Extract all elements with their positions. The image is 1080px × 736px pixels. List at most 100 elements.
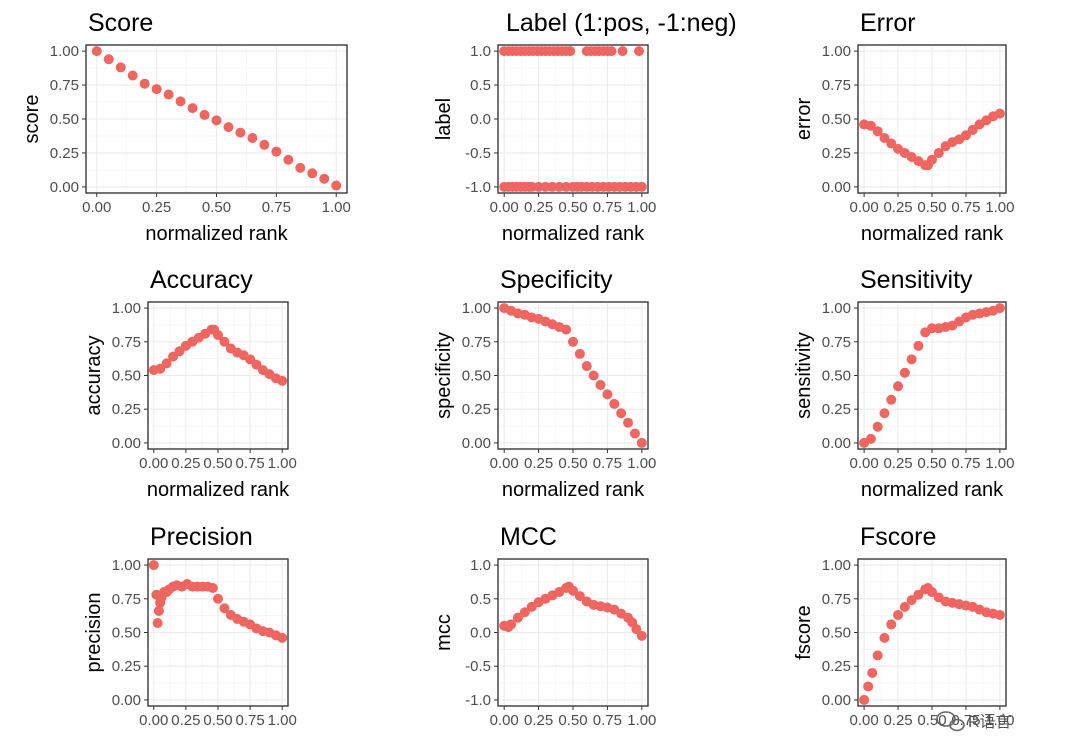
data-point: [295, 162, 306, 173]
panel-title: Error: [860, 9, 916, 37]
x-tick-label: 1.00: [322, 199, 351, 216]
y-tick-label: 0.00: [112, 692, 141, 709]
data-point: [879, 408, 890, 419]
y-axis-title: specificity: [433, 332, 455, 419]
y-tick-label: -1.0: [465, 692, 491, 709]
y-tick-label: 1.0: [470, 557, 491, 574]
y-tick-label: 1.00: [50, 43, 79, 60]
data-point: [636, 630, 647, 641]
data-point: [187, 103, 198, 114]
data-point: [223, 122, 234, 133]
x-axis-title: normalized rank: [145, 223, 288, 245]
x-tick-label: 0.50: [203, 712, 232, 729]
panel-title: Accuracy: [150, 266, 253, 294]
data-point: [211, 115, 222, 126]
y-tick-label: 0.00: [50, 179, 79, 196]
data-point: [994, 108, 1005, 119]
x-tick-label: 1.00: [985, 455, 1014, 472]
data-point: [153, 605, 164, 616]
panel-title: Precision: [150, 523, 253, 551]
y-tick-label: 0.75: [50, 77, 79, 94]
x-tick-label: 0.25: [883, 455, 912, 472]
x-tick-label: 0.25: [883, 712, 912, 729]
x-tick-label: 0.00: [850, 455, 879, 472]
data-point: [219, 336, 230, 347]
data-point: [152, 618, 163, 629]
data-point: [283, 154, 294, 165]
data-point: [213, 330, 223, 341]
y-tick-label: 0.00: [822, 435, 851, 452]
data-point: [865, 433, 876, 444]
y-tick-label: 0.25: [822, 145, 851, 162]
data-point: [872, 126, 883, 137]
data-point: [913, 340, 924, 351]
x-tick-label: 0.00: [850, 712, 879, 729]
data-point: [526, 181, 537, 192]
y-tick-label: 0.75: [462, 334, 491, 351]
x-tick-label: 0.50: [917, 199, 946, 216]
data-point: [506, 619, 517, 630]
y-tick-label: 1.00: [822, 557, 851, 574]
y-tick-label: -1.0: [465, 179, 491, 196]
data-point: [91, 46, 102, 57]
data-point: [574, 348, 585, 359]
watermark: R语言: [936, 711, 1012, 732]
y-tick-label: 0.50: [112, 368, 141, 385]
data-point: [960, 130, 971, 141]
data-point: [127, 70, 138, 81]
y-tick-label: -0.5: [465, 658, 491, 675]
data-point: [235, 127, 246, 138]
y-tick-label: 0.00: [822, 692, 851, 709]
x-tick-label: 1.00: [627, 712, 656, 729]
y-axis-title: fscore: [793, 605, 815, 659]
x-tick-label: 0.00: [490, 712, 519, 729]
panel-title: MCC: [500, 523, 557, 551]
data-point: [547, 181, 558, 192]
data-point: [247, 133, 258, 144]
y-axis-title: label: [433, 98, 455, 140]
data-point: [893, 381, 904, 392]
y-tick-label: 1.00: [822, 300, 851, 317]
y-tick-label: 0.75: [112, 591, 141, 608]
data-point: [148, 560, 159, 571]
x-tick-label: 0.50: [203, 455, 232, 472]
x-tick-label: 0.00: [490, 455, 519, 472]
chart-panel-7: 0.00 0.25 0.50 0.75 1.000.000.250.500.751.00…: [83, 523, 297, 729]
y-tick-label: 0.75: [822, 591, 851, 608]
x-tick-label: 1.00: [985, 199, 1014, 216]
data-point: [616, 408, 627, 419]
data-point: [277, 632, 288, 643]
data-point: [631, 624, 642, 635]
x-tick-label: 0.75: [951, 455, 980, 472]
data-point: [609, 398, 620, 409]
data-point: [994, 609, 1005, 620]
x-tick-label: 0.75: [593, 712, 622, 729]
y-tick-label: 1.00: [462, 300, 491, 317]
x-tick-label: 0.75: [951, 712, 980, 729]
panel-title: Sensitivity: [860, 266, 973, 294]
y-tick-label: 0.50: [462, 368, 491, 385]
chart-panel-6: 0.00 0.25 0.50 0.75 1.000.000.250.500.751.00…: [793, 266, 1014, 501]
x-tick-label: 0.75: [951, 199, 980, 216]
data-point: [933, 147, 944, 158]
data-point: [899, 367, 910, 378]
y-tick-label: 0.75: [822, 77, 851, 94]
x-tick-label: 0.00: [490, 199, 519, 216]
x-tick-label: 1.00: [268, 712, 297, 729]
y-tick-label: 0.25: [822, 401, 851, 418]
data-point: [115, 62, 126, 73]
y-tick-label: 0.00: [462, 435, 491, 452]
panel-title: Label (1:pos, -1:neg): [506, 9, 737, 37]
x-tick-label: 1.00: [268, 455, 297, 472]
panel-title: Score: [88, 9, 153, 37]
y-axis-title: precision: [83, 592, 105, 672]
x-axis-title: normalized rank: [861, 479, 1004, 501]
data-point: [331, 180, 342, 191]
chart-panel-3: 0.00 0.25 0.50 0.75 1.000.000.250.500.751.00…: [793, 9, 1014, 245]
data-point: [636, 437, 647, 448]
data-point: [872, 650, 883, 661]
panel-title: Fscore: [860, 523, 936, 551]
data-point: [561, 324, 572, 335]
data-point: [913, 589, 924, 600]
